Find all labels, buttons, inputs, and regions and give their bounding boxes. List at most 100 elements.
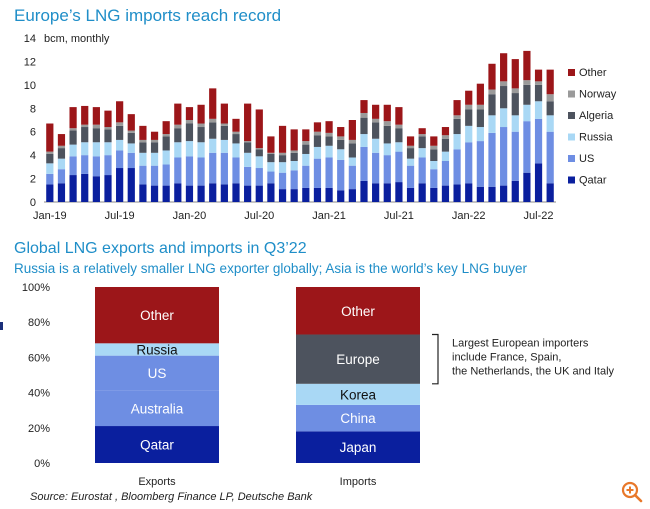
chart1-ytick-label: 14 [24,33,36,45]
source-note: Source: Eurostat , Bloomberg Finance LP,… [30,491,313,503]
chart1-xtick-label: Jan-21 [312,210,346,222]
chart1-xtick-label: Jul-22 [524,210,554,222]
chart2-ytick-label: 20% [28,423,50,435]
chart1-bar-qatar [46,184,54,202]
chart1-bar-qatar [209,183,217,202]
chart1-bar-other [348,120,356,140]
chart1-bar-qatar [302,187,310,202]
chart1-xtick-label: Jan-19 [33,210,67,222]
chart1-bar-norway [441,135,450,139]
chart2-subtitle: Russia is a relatively smaller LNG expor… [14,261,527,276]
chart1-bar-norway [395,124,403,129]
chart1-bar-norway [69,128,77,131]
chart1-bar-algeria [441,138,450,152]
chart1-bar-norway [220,123,228,126]
chart1-bar-russia [162,150,170,165]
chart1-ytick-label: 10 [24,80,36,92]
chart1-bar-us [267,171,275,184]
chart1-bar-norway [337,136,345,140]
chart1-bar-norway [418,134,426,137]
chart1-bar-other [511,59,519,89]
chart1-bar-russia [290,161,298,171]
chart1-bar-algeria [174,128,182,143]
chart1-bar-us [150,165,159,186]
chart1-bar-norway [150,139,159,143]
chart1-bar-norway [511,88,519,94]
chart1-bar-qatar [500,185,508,202]
chart1-bar-us [430,169,438,188]
chart2-ytick-label: 40% [28,388,50,400]
chart1-bar-other [81,105,89,125]
chart1-bar-qatar [348,189,356,202]
chart1-bar-us [383,155,391,184]
chart1-bar-norway [209,118,217,123]
chart1-bar-other [383,104,391,122]
chart1-bar-norway [127,130,135,133]
chart1-bar-algeria [92,128,100,143]
chart1-bar-qatar [69,175,77,202]
zoom-icon[interactable] [620,480,644,504]
chart1-bar-algeria [104,129,112,143]
chart1-bar-algeria [162,136,170,151]
chart1-bar-qatar [92,176,100,202]
chart1-bar-russia [302,153,310,166]
chart1-bar-us [348,165,356,190]
chart1-bar-russia [465,125,473,143]
chart1-bar-algeria [418,136,426,149]
chart1-bar-russia [360,134,368,147]
chart1-bar-algeria [476,109,484,128]
chart2-segment-europe [296,334,420,384]
chart1-bar-algeria [232,134,240,144]
chart1-bar-us [162,164,170,186]
chart2-segment-korea [296,383,420,405]
chart1-bar-norway [430,145,438,150]
chart2-ytick-label: 100% [22,282,50,294]
chart1-bar-other [500,53,508,82]
chart1-bar-norway [57,145,66,149]
chart1-bar-norway [162,134,170,137]
chart1-bar-norway [174,124,182,129]
chart1-bar-norway [302,141,310,145]
chart1-bar-other [441,127,450,136]
chart1-bar-qatar [383,183,391,202]
chart1-bar-us [104,155,112,176]
chart1-bar-russia [116,139,124,151]
chart1-bar-qatar [81,173,89,202]
chart1-bar-russia [185,141,194,157]
chart2-ytick-label: 0% [34,458,50,470]
chart1-legend-swatch [568,69,575,76]
chart1-bar-qatar [162,185,170,202]
chart1-bar-norway [92,124,100,129]
chart1-bar-us [57,169,66,184]
chart1-bar-russia [348,157,356,166]
chart1-bar-russia [267,162,275,172]
chart1-bar-us [534,118,543,164]
chart1-bar-norway [104,127,112,130]
chart2-stacked-percent-bar: 0% 20% 40% 60% 80% 100% Exports Imports Qatar Au… [22,282,615,488]
chart1-bar-us [500,127,508,186]
chart1-bar-russia [441,151,450,161]
chart1-ytick-label: 2 [30,174,36,186]
chart1-legend-swatch [568,155,575,162]
chart1-bar-norway [372,118,380,123]
chart1-bar-algeria [127,132,135,144]
chart1-bar-us [546,131,554,184]
chart2-segment-label: Japan [340,440,377,455]
chart2-annotation-line: include France, Spain, [452,352,561,364]
chart1-bar-qatar [395,182,403,202]
chart1-bar-other [57,134,66,146]
chart1-bar-other [534,69,543,82]
chart1-bar-other [185,107,194,120]
chart1-bar-russia [278,162,287,173]
chart1-bar-russia [395,142,403,152]
chart1-ylabel: bcm, monthly [44,33,110,45]
chart1-bar-algeria [302,144,310,154]
chart1-bar-us [209,152,217,184]
chart1-xtick-label: Jan-20 [173,210,207,222]
chart1-ytick-label: 0 [30,197,36,209]
chart1-bar-algeria [372,122,380,139]
chart1-xtick-label: Jul-19 [105,210,135,222]
chart1-bar-qatar [337,190,345,202]
chart1-bar-qatar [488,186,496,202]
chart2-segment-australia [95,390,219,427]
